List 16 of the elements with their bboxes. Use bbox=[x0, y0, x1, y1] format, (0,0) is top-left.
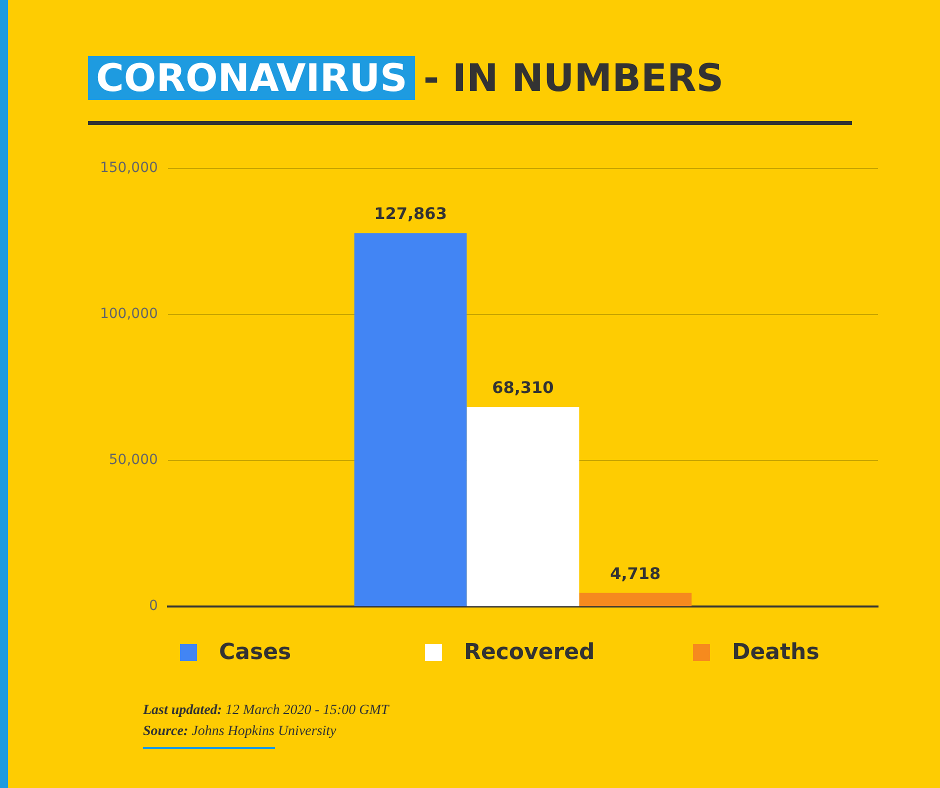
y-tick-label: 100,000 bbox=[100, 306, 158, 322]
y-tick-label: 150,000 bbox=[100, 160, 158, 176]
source-note: Source: Johns Hopkins University bbox=[143, 724, 336, 740]
bar bbox=[354, 233, 467, 606]
chart-title: CORONAVIRUS - IN NUMBERS bbox=[95, 56, 724, 100]
data-label: 4,718 bbox=[610, 564, 661, 583]
bar bbox=[579, 592, 692, 606]
legend-label: Cases bbox=[219, 640, 292, 665]
y-tick-label: 50,000 bbox=[108, 452, 158, 468]
data-label: 68,310 bbox=[492, 378, 554, 398]
text: Last updated: 12 March 2020 - 15:00 GMT bbox=[143, 703, 389, 719]
data-label: 127,863 bbox=[374, 204, 447, 224]
y-tick-label: 0 bbox=[148, 598, 158, 614]
legend-label: Recovered bbox=[464, 640, 595, 665]
legend-label: Deaths bbox=[732, 640, 820, 665]
bar bbox=[466, 407, 580, 606]
